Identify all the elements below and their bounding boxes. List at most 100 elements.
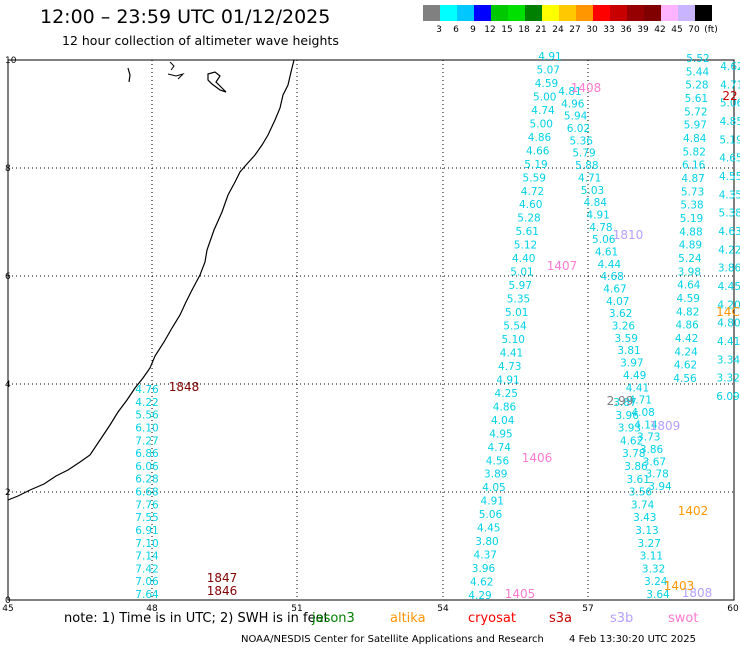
wave-height-value: 5.61 [685, 93, 708, 105]
wave-height-value: 5.73 [681, 186, 704, 198]
wave-height-value: 3.13 [635, 525, 658, 537]
wave-height-value: 4.61 [595, 246, 618, 258]
time-label: 2.99 [607, 394, 634, 408]
wave-height-value: 4.59 [535, 78, 558, 90]
wave-height-value: 5.38 [719, 208, 740, 220]
time-label: 1406 [522, 451, 553, 465]
wave-height-value: 4.71 [629, 395, 652, 407]
page-subtitle: 12 hour collection of altimeter wave hei… [62, 33, 339, 48]
wave-height-value: 4.89 [679, 240, 702, 252]
wave-height-value: 3.43 [633, 512, 656, 524]
island-3 [207, 71, 227, 93]
wave-height-value: 3.98 [678, 266, 701, 278]
wave-height-value: 4.14 [634, 419, 658, 431]
time-label: 1809 [650, 419, 681, 433]
wave-height-value: 6.10 [135, 422, 158, 434]
y-tick-label: 10 [5, 56, 17, 66]
x-tick-label: 57 [582, 604, 593, 614]
wave-height-value: 4.85 [720, 116, 740, 128]
wave-height-value: 4.74 [531, 105, 555, 117]
wave-height-value: 3.87 [613, 397, 636, 409]
wave-height-value: 3.62 [609, 308, 632, 320]
wave-height-value: 5.44 [686, 66, 710, 78]
wave-height-value: 4.25 [495, 388, 518, 400]
scale-swatch [610, 5, 627, 21]
wave-height-value: 4.76 [135, 384, 159, 396]
wave-height-value: 3.96 [472, 563, 496, 575]
wave-height-value: 4.07 [606, 296, 629, 308]
wave-height-value: 5.52 [686, 53, 709, 65]
wave-height-value: 4.40 [512, 253, 535, 265]
wave-height-value: 3.11 [640, 551, 663, 563]
wave-height-value: 7.55 [135, 512, 158, 524]
scale-label: 9 [470, 25, 476, 35]
wave-height-value: 4.86 [528, 132, 552, 144]
wave-height-value: 5.24 [678, 253, 702, 265]
coastline [7, 59, 295, 501]
wave-height-value: 4.65 [719, 153, 740, 165]
scale-swatch [644, 5, 661, 21]
wave-height-value: 4.81 [558, 86, 581, 98]
scale-label: 27 [569, 25, 581, 35]
wave-height-value: 3.61 [627, 474, 650, 486]
wave-height-value: 6.06 [135, 461, 159, 473]
wave-height-value: 4.64 [677, 280, 701, 292]
wave-height-value: 5.72 [684, 106, 707, 118]
scale-label: 70 [688, 25, 700, 35]
scale-swatch [678, 5, 695, 21]
wave-height-value: 3.59 [615, 333, 638, 345]
wave-height-value: 4.49 [623, 370, 646, 382]
wave-height-value: 4.95 [489, 428, 512, 440]
wave-height-value: 3.86 [718, 263, 740, 275]
scale-swatch [457, 5, 474, 21]
wave-height-value: 7.06 [135, 576, 159, 588]
wave-height-value: 4.62 [470, 577, 493, 589]
wave-height-value: 5.00 [533, 91, 556, 103]
wave-height-value: 4.08 [631, 407, 654, 419]
wave-height-value: 3.93 [618, 423, 641, 435]
wave-height-value: 3.89 [484, 469, 507, 481]
wave-height-value: 3.73 [637, 432, 660, 444]
wave-height-value: 6.91 [135, 525, 158, 537]
scale-label: 21 [535, 25, 547, 35]
wave-height-value: 7.76 [135, 499, 159, 511]
wave-height-value: 5.79 [572, 148, 595, 160]
scale-swatch [576, 5, 593, 21]
time-label: 1808 [682, 586, 713, 600]
x-tick-label: 54 [437, 604, 449, 614]
wave-height-value: 4.62 [674, 360, 697, 372]
scale-label: 6 [453, 25, 459, 35]
scale-label: 42 [654, 25, 666, 35]
wave-height-value: 5.94 [564, 111, 588, 123]
scale-swatch [695, 5, 712, 21]
scale-swatch [593, 5, 610, 21]
wave-height-value: 5.07 [537, 64, 560, 76]
scale-label: 18 [518, 25, 530, 35]
legend-jason: jason3 [312, 611, 355, 626]
wave-height-value: 4.29 [468, 590, 491, 602]
wave-height-value: 4.41 [500, 347, 523, 359]
scale-swatch [508, 5, 525, 21]
wave-height-value: 6.16 [682, 160, 706, 172]
wave-height-value: 4.45 [718, 281, 740, 293]
time-label: 14C [716, 305, 740, 319]
wave-height-value: 5.38 [680, 200, 703, 212]
wave-height-value: 4.44 [598, 259, 622, 271]
footer-credit: NOAA/NESDIS Center for Satellite Applica… [241, 634, 544, 645]
wave-height-value: 3.86 [640, 444, 664, 456]
wave-height-value: 3.67 [643, 456, 666, 468]
wave-height-value: 4.41 [717, 336, 740, 348]
time-label: 1847 [207, 571, 238, 585]
legend-swot: swot [668, 611, 699, 626]
wave-height-value: 4.88 [679, 226, 702, 238]
x-axis-labels: 45 48 51 54 57 60 [2, 604, 739, 614]
time-label: 1846 [207, 584, 238, 598]
wave-height-value: 4.24 [674, 346, 698, 358]
footer: NOAA/NESDIS Center for Satellite Applica… [241, 634, 718, 645]
wave-height-value: 4.72 [521, 186, 544, 198]
wave-height-value: 7.14 [135, 551, 159, 563]
wave-height-value: 3.32 [717, 373, 740, 385]
y-axis-labels: 0 2 4 6 8 10 [5, 56, 17, 606]
island-2 [167, 61, 185, 80]
